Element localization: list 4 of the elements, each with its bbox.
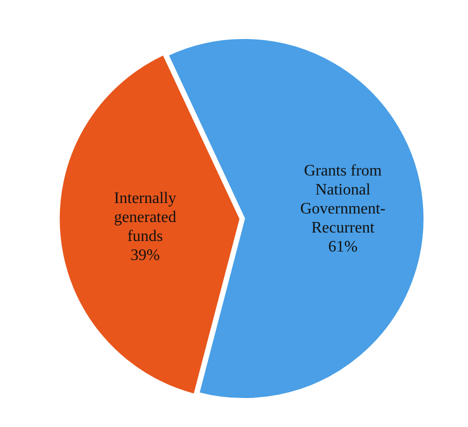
data-label: 61% (328, 238, 358, 256)
slice-label: Grants from National Government-Recurrent (300, 162, 386, 237)
data-label: 39% (130, 247, 160, 264)
slice-label: Internally generated funds (114, 190, 176, 246)
